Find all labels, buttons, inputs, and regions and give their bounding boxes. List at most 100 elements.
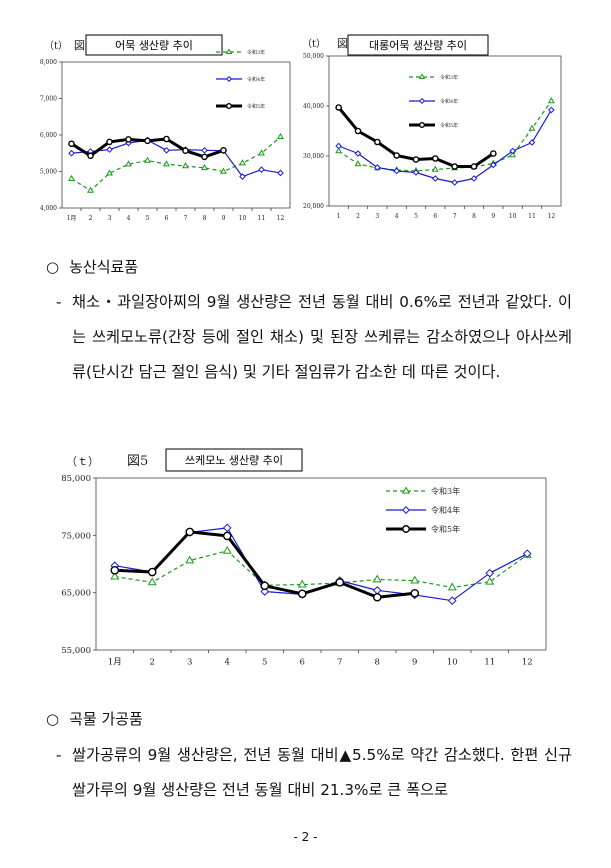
diamond-marker <box>528 139 536 146</box>
x-tick-label: 8 <box>472 213 476 220</box>
x-tick-label: 12 <box>522 658 533 668</box>
y-tick-label: 55,000 <box>61 646 91 656</box>
x-tick-label: 9 <box>222 215 226 222</box>
x-tick-label: 6 <box>433 213 437 220</box>
x-tick-label: 5 <box>146 215 150 222</box>
diamond-marker <box>222 523 232 533</box>
triangle-marker <box>163 160 170 167</box>
page-number: - 2 - <box>293 830 318 844</box>
section-paragraph-agri: - 채소・과일장아찌의 9월 생산량은 전년 동월 대비 0.6%로 전년과 같… <box>56 285 572 390</box>
diamond-marker <box>106 146 113 153</box>
series-line <box>338 100 552 172</box>
circle-marker <box>110 566 120 575</box>
legend-label: 令和5年 <box>440 122 458 129</box>
circle-marker <box>185 527 195 537</box>
legend-label: 令和3年 <box>431 486 460 496</box>
x-tick-label: 2 <box>356 213 360 220</box>
triangle-marker <box>225 48 233 55</box>
diamond-marker <box>412 169 420 176</box>
chart-fish-paste-svg: 4,000 5,000 6,000 7,000 8,000 1月 2 3 4 5 6 7 8 9 10 11 1… <box>40 34 291 222</box>
triangle-marker <box>125 160 132 167</box>
y-tick-label: 4,000 <box>40 205 57 212</box>
diamond-marker <box>393 167 400 175</box>
series-line <box>338 109 552 184</box>
diamond-marker <box>239 173 246 180</box>
x-tick-label: 12 <box>548 213 556 220</box>
chart-tsukemono-svg: 55,000 65,000 75,000 85,000 1月 2 3 4 5 6 7 8 9 10 11 12… <box>61 448 547 668</box>
x-tick-label: 11 <box>484 658 495 668</box>
x-tick-label: 5 <box>414 213 418 220</box>
y-tick-label: 65,000 <box>61 589 91 599</box>
circle-marker <box>163 135 170 143</box>
series-line <box>114 550 528 589</box>
triangle-marker <box>277 132 284 140</box>
chart-title: 쓰케모노 생산량 추이 <box>185 454 283 467</box>
triangle-marker <box>354 160 362 167</box>
section-title: 곡물 가공품 <box>69 710 143 728</box>
x-tick-label: 5 <box>262 658 267 668</box>
legend-label: 令和4年 <box>431 505 460 515</box>
y-tick-label: 75,000 <box>61 531 91 541</box>
x-tick-label: 2 <box>89 215 93 222</box>
x-tick-label: 6 <box>300 658 305 668</box>
x-tick-label: 10 <box>509 213 517 220</box>
circle-marker <box>201 153 208 161</box>
x-tick-label: 2 <box>150 658 155 668</box>
diamond-marker <box>522 549 532 558</box>
circle-marker <box>147 567 157 577</box>
triangle-marker <box>372 574 382 583</box>
circle-marker <box>451 163 458 170</box>
diamond-marker <box>548 106 555 114</box>
circle-marker <box>68 140 75 148</box>
triangle-marker <box>335 147 343 154</box>
y-axis-unit: （ｔ） <box>66 455 99 468</box>
y-tick-label: 8,000 <box>40 59 57 66</box>
x-tick-label: 12 <box>277 215 285 222</box>
triangle-marker <box>147 577 157 586</box>
triangle-marker <box>222 545 232 554</box>
x-tick-label: 4 <box>127 215 131 222</box>
section-paragraph-grain: - 쌀가공류의 9월 생산량은, 전년 동월 대비▲5.5%로 약간 감소했다.… <box>56 738 572 808</box>
diamond-marker <box>201 147 208 154</box>
triangle-marker <box>68 174 75 182</box>
circle-marker <box>412 156 420 163</box>
circle-marker <box>470 163 478 170</box>
diamond-marker <box>418 97 426 105</box>
y-tick-label: 7,000 <box>40 96 57 103</box>
triangle-marker <box>418 73 426 80</box>
triangle-marker <box>447 582 457 591</box>
triangle-marker <box>431 165 439 172</box>
circle-marker <box>374 138 381 146</box>
x-tick-label: 6 <box>165 215 169 222</box>
circle-marker <box>335 104 342 111</box>
chart-title: 대롱어묵 생산량 추이 <box>369 39 467 52</box>
y-tick-label: 5,000 <box>40 169 57 176</box>
circle-marker <box>410 588 420 598</box>
paragraph-text: 채소・과일장아찌의 9월 생산량은 전년 동월 대비 0.6%로 전년과 같았다… <box>72 293 572 381</box>
figure-number: 図5 <box>127 454 148 469</box>
y-tick-label: 50,000 <box>303 53 324 60</box>
legend-label: 令和5年 <box>431 524 460 534</box>
triangle-marker <box>144 156 151 163</box>
chart-fish-paste: 4,000 5,000 6,000 7,000 8,000 1月 2 3 4 5 6 7 8 9 10 11 1… <box>30 30 300 230</box>
triangle-marker <box>528 124 536 131</box>
circle-marker <box>144 137 151 145</box>
diamond-marker <box>485 568 495 578</box>
x-tick-label: 8 <box>375 658 380 668</box>
diamond-marker <box>225 75 233 83</box>
x-tick-label: 3 <box>375 213 379 220</box>
legend-label: 令和4年 <box>440 98 458 105</box>
circle-marker <box>335 578 345 587</box>
x-tick-label: 7 <box>453 213 457 220</box>
triangle-marker <box>185 555 195 564</box>
diamond-marker <box>68 149 75 157</box>
diamond-marker <box>354 150 362 157</box>
triangle-marker <box>239 159 246 166</box>
circle-marker <box>106 138 113 146</box>
circle-marker <box>125 136 132 143</box>
diamond-marker <box>490 161 497 169</box>
series-line <box>114 527 528 602</box>
chart-tsukemono: 55,000 65,000 75,000 85,000 1月 2 3 4 5 6 7 8 9 10 11 12… <box>40 448 560 673</box>
x-tick-label: 7 <box>184 215 188 222</box>
section-heading-agri: ○ 농산식료품 <box>46 256 138 277</box>
